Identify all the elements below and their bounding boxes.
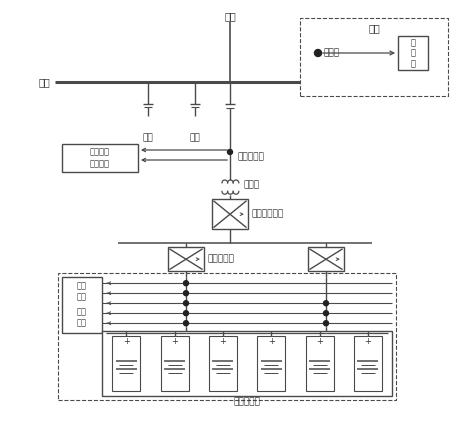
Bar: [168, 247, 204, 271]
Circle shape: [324, 321, 329, 326]
Bar: [62, 144, 138, 172]
Bar: [398, 36, 428, 70]
Bar: [257, 336, 285, 391]
Text: 直流
电流: 直流 电流: [77, 307, 87, 327]
Circle shape: [183, 321, 188, 326]
Text: 进线: 进线: [224, 11, 236, 21]
Circle shape: [183, 311, 188, 316]
Text: 交流电压: 交流电压: [90, 148, 110, 156]
Circle shape: [183, 291, 188, 296]
Circle shape: [227, 149, 232, 155]
Text: 图例: 图例: [368, 23, 380, 33]
Text: 测
试
量: 测 试 量: [410, 38, 415, 68]
Bar: [212, 199, 248, 229]
Text: 测量点: 测量点: [324, 49, 340, 57]
Text: 交流电流: 交流电流: [90, 160, 110, 168]
Circle shape: [315, 50, 321, 57]
Text: 交流互感器: 交流互感器: [238, 152, 265, 161]
Text: +: +: [316, 337, 323, 346]
Circle shape: [183, 301, 188, 306]
Bar: [308, 247, 344, 271]
Bar: [102, 331, 392, 396]
Text: 变压器: 变压器: [244, 180, 260, 190]
Bar: [300, 18, 448, 96]
Text: +: +: [123, 337, 129, 346]
Circle shape: [183, 281, 188, 286]
Circle shape: [324, 301, 329, 306]
Bar: [161, 336, 188, 391]
Text: 交直流转换器: 交直流转换器: [252, 210, 284, 219]
Text: 负载: 负载: [143, 133, 153, 142]
Bar: [62, 277, 102, 333]
Text: 储能电池组: 储能电池组: [233, 397, 261, 407]
Text: +: +: [219, 337, 226, 346]
Text: +: +: [268, 337, 275, 346]
Text: 母线: 母线: [38, 77, 50, 87]
Bar: [112, 336, 140, 391]
Text: 直流
电压: 直流 电压: [77, 281, 87, 301]
Bar: [58, 273, 396, 400]
Bar: [306, 336, 334, 391]
Text: 直流转换器: 直流转换器: [208, 255, 235, 264]
Text: +: +: [365, 337, 371, 346]
Text: +: +: [171, 337, 178, 346]
Bar: [209, 336, 237, 391]
Text: 负载: 负载: [190, 133, 200, 142]
Bar: [354, 336, 382, 391]
Circle shape: [324, 311, 329, 316]
